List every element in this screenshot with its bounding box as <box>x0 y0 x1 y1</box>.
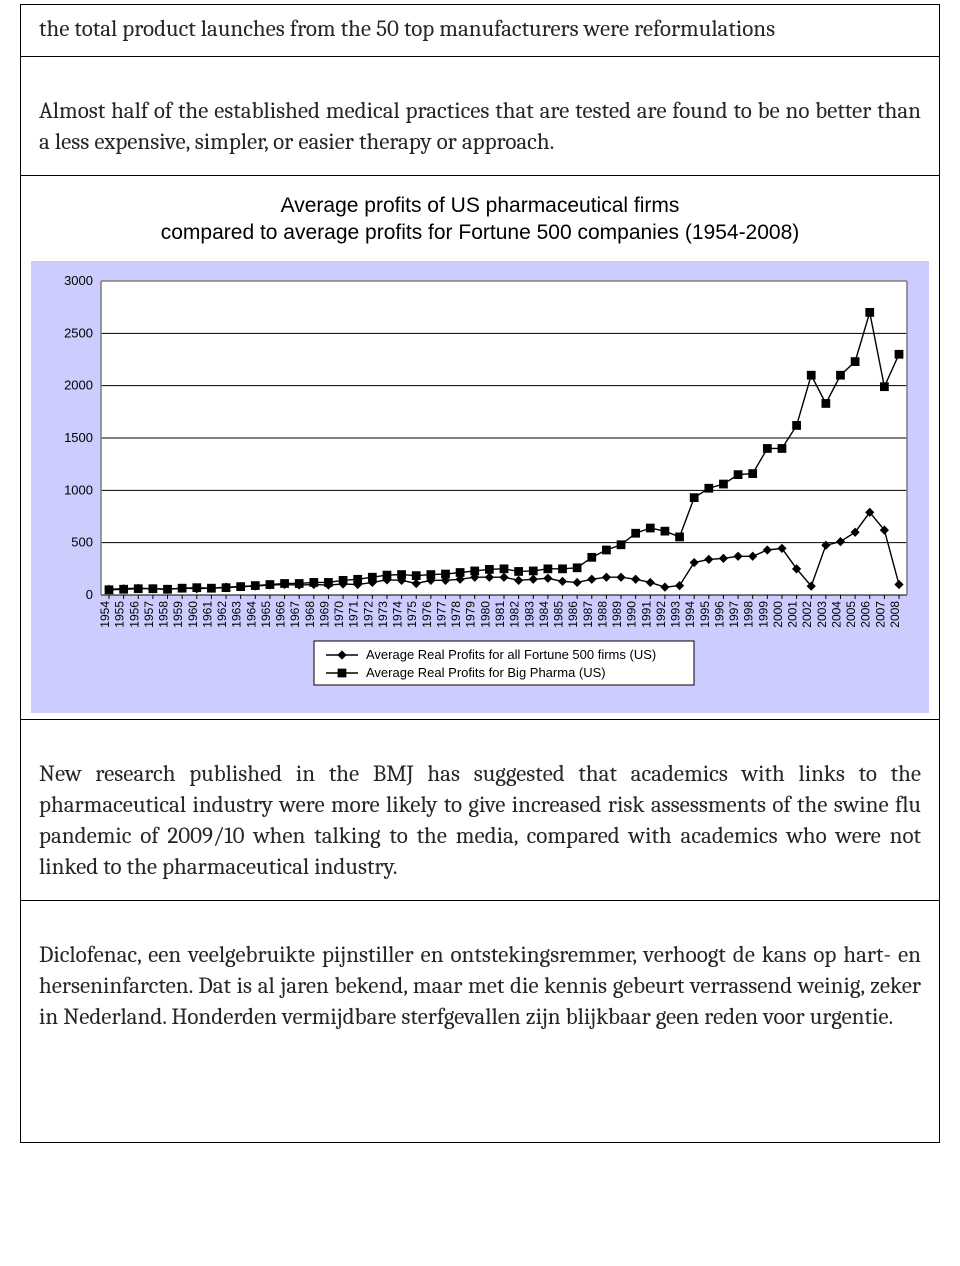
svg-text:1997: 1997 <box>727 600 741 627</box>
svg-text:Average Real Profits for Big P: Average Real Profits for Big Pharma (US) <box>366 665 606 680</box>
svg-text:1961: 1961 <box>200 600 214 627</box>
svg-text:2004: 2004 <box>829 600 843 627</box>
svg-text:1991: 1991 <box>639 600 653 627</box>
svg-text:1992: 1992 <box>654 600 668 627</box>
svg-text:1993: 1993 <box>669 600 683 627</box>
svg-text:1985: 1985 <box>552 600 566 627</box>
text-cell-reformulations: the total product launches from the 50 t… <box>20 4 940 57</box>
svg-text:1978: 1978 <box>449 600 463 627</box>
svg-text:1986: 1986 <box>566 600 580 627</box>
svg-text:1958: 1958 <box>157 600 171 627</box>
svg-text:1981: 1981 <box>493 600 507 627</box>
chart-title-line2: compared to average profits for Fortune … <box>161 221 800 244</box>
svg-text:2006: 2006 <box>859 600 873 627</box>
svg-text:1956: 1956 <box>127 600 141 627</box>
svg-text:3000: 3000 <box>64 275 93 288</box>
svg-text:1967: 1967 <box>288 600 302 627</box>
svg-text:1984: 1984 <box>537 600 551 627</box>
svg-text:1976: 1976 <box>420 600 434 627</box>
svg-text:1964: 1964 <box>244 600 258 627</box>
svg-text:1973: 1973 <box>376 600 390 627</box>
svg-text:1960: 1960 <box>186 600 200 627</box>
svg-text:2000: 2000 <box>771 600 785 627</box>
svg-text:1954: 1954 <box>98 600 112 627</box>
svg-text:1994: 1994 <box>683 600 697 627</box>
svg-text:1969: 1969 <box>317 600 331 627</box>
svg-text:1988: 1988 <box>595 600 609 627</box>
svg-text:2000: 2000 <box>64 377 93 392</box>
svg-text:1966: 1966 <box>274 600 288 627</box>
svg-text:1989: 1989 <box>610 600 624 627</box>
svg-text:1963: 1963 <box>230 600 244 627</box>
text: Diclofenac, een veelgebruikte pijnstille… <box>39 941 921 1030</box>
chart-svg: 0 500 1000 1500 2000 2500 3000 1954195519561957… <box>45 275 917 705</box>
svg-text:2002: 2002 <box>800 600 814 627</box>
svg-text:1971: 1971 <box>347 600 361 627</box>
svg-text:1957: 1957 <box>142 600 156 627</box>
svg-text:Average Real Profits for all F: Average Real Profits for all Fortune 500… <box>366 647 656 662</box>
svg-text:0: 0 <box>86 587 93 602</box>
svg-text:1974: 1974 <box>391 600 405 627</box>
svg-text:1970: 1970 <box>332 600 346 627</box>
text-cell-practices: Almost half of the established medical p… <box>20 57 940 176</box>
text: New research published in the BMJ has su… <box>39 760 921 880</box>
svg-text:1500: 1500 <box>64 430 93 445</box>
svg-text:1983: 1983 <box>522 600 536 627</box>
svg-text:1968: 1968 <box>303 600 317 627</box>
svg-text:1980: 1980 <box>478 600 492 627</box>
svg-text:1955: 1955 <box>113 600 127 627</box>
chart-title: Average profits of US pharmaceutical fir… <box>21 186 939 261</box>
svg-text:1975: 1975 <box>405 600 419 627</box>
svg-text:2003: 2003 <box>815 600 829 627</box>
svg-text:1962: 1962 <box>215 600 229 627</box>
svg-text:1995: 1995 <box>698 600 712 627</box>
chart-cell: Average profits of US pharmaceutical fir… <box>20 176 940 720</box>
chart-title-line1: Average profits of US pharmaceutical fir… <box>281 194 680 217</box>
text-cell-bmj: New research published in the BMJ has su… <box>20 720 940 901</box>
svg-text:2005: 2005 <box>844 600 858 627</box>
svg-text:500: 500 <box>71 534 93 549</box>
svg-text:2500: 2500 <box>64 325 93 340</box>
text-cell-diclofenac: Diclofenac, een veelgebruikte pijnstille… <box>20 901 940 1143</box>
text: Almost half of the established medical p… <box>39 97 921 155</box>
svg-text:2001: 2001 <box>786 600 800 627</box>
chart-container: Average profits of US pharmaceutical fir… <box>21 186 939 713</box>
svg-text:1000: 1000 <box>64 482 93 497</box>
svg-text:1999: 1999 <box>756 600 770 627</box>
svg-text:1979: 1979 <box>464 600 478 627</box>
svg-text:1965: 1965 <box>259 600 273 627</box>
svg-text:1977: 1977 <box>434 600 448 627</box>
svg-text:1959: 1959 <box>171 600 185 627</box>
text: the total product launches from the 50 t… <box>39 15 775 42</box>
svg-text:1996: 1996 <box>712 600 726 627</box>
svg-text:2007: 2007 <box>873 600 887 627</box>
svg-text:1987: 1987 <box>581 600 595 627</box>
svg-text:2008: 2008 <box>888 600 902 627</box>
svg-text:1982: 1982 <box>508 600 522 627</box>
svg-text:1990: 1990 <box>625 600 639 627</box>
chart-background: 0 500 1000 1500 2000 2500 3000 1954195519561957… <box>31 261 929 713</box>
svg-text:1998: 1998 <box>742 600 756 627</box>
svg-text:1972: 1972 <box>361 600 375 627</box>
